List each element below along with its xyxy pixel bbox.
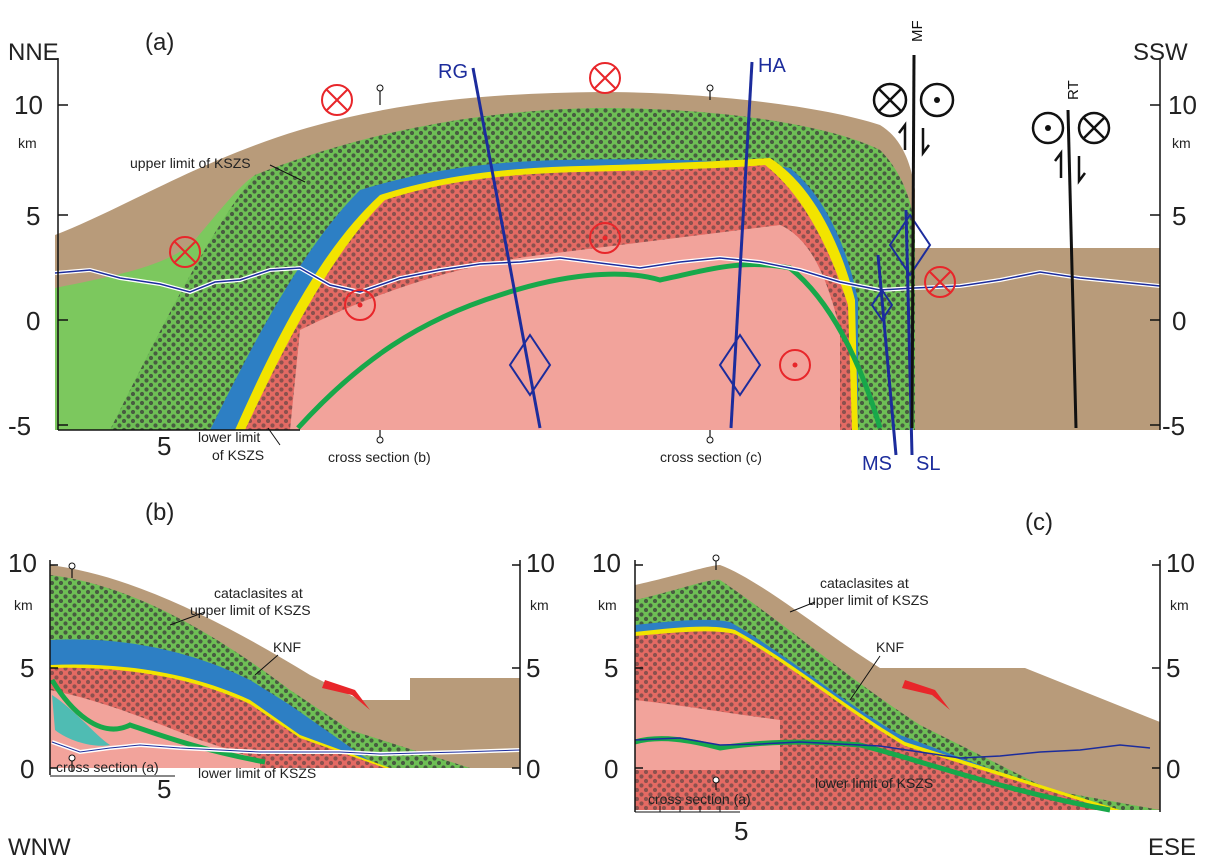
- dir-nne: NNE: [8, 39, 59, 66]
- a-ytick-5-right: 5: [1172, 201, 1186, 231]
- b-teal-zone: [52, 695, 110, 746]
- fault-rg: [471, 67, 542, 429]
- panel-a: NNE SSW (a) 10 km 5 0 -5 10 km 5 0 -5 5 …: [8, 20, 1197, 475]
- a-ytick-10-right: 10: [1168, 90, 1197, 120]
- rt-into-page-icon: [1077, 111, 1111, 145]
- b-ytick-0-right: 0: [526, 754, 540, 784]
- c-ytick-5-left: 5: [604, 653, 618, 683]
- mf-into-page-icon: [872, 82, 908, 118]
- fault-label-mf: MF: [909, 20, 926, 42]
- red-out-of-page-icon-2: [589, 222, 621, 254]
- c-ytick-0-left: 0: [604, 754, 618, 784]
- b-ytick-5-right: 5: [526, 653, 540, 683]
- a-ytick-0-left: 0: [26, 306, 40, 336]
- fault-ms: [876, 254, 898, 456]
- a-unit-left: km: [18, 135, 37, 151]
- mf-out-of-page-icon: [919, 82, 955, 118]
- c-topo-line: [634, 737, 1151, 759]
- red-into-page-icon-2: [589, 62, 621, 94]
- c-xtick-5: 5: [734, 816, 748, 846]
- panel-a-label: (a): [145, 29, 174, 56]
- fault-label-ms: MS: [862, 453, 892, 475]
- rt-shear-arrows-icon: [1054, 149, 1086, 185]
- a-ytick-10-left: 10: [14, 90, 43, 120]
- c-cross-section-marker: [712, 776, 720, 790]
- a-unit-right: km: [1172, 135, 1191, 151]
- red-into-page-icon-1: [321, 84, 353, 116]
- rt-out-of-page-icon: [1031, 111, 1065, 145]
- surface-pin-1: [376, 84, 384, 105]
- svg-text:cross section (b): cross section (b): [328, 449, 431, 465]
- b-ytick-10-left: 10: [8, 548, 37, 578]
- dir-ese: ESE: [1148, 834, 1196, 861]
- b-ytick-0-left: 0: [20, 754, 34, 784]
- fault-label-sl: SL: [916, 453, 940, 475]
- b-cataclasites-2: upper limit of KSZS: [190, 602, 311, 618]
- panel-b: (b) 10 km 5 0 10 km 5 0 5 cataclasites a…: [8, 499, 555, 861]
- c-unit-right: km: [1170, 597, 1189, 613]
- lower-limit-label-2: of KSZS: [212, 447, 264, 463]
- upper-limit-label: upper limit of KSZS: [130, 155, 251, 171]
- c-ytick-0-right: 0: [1166, 754, 1180, 784]
- mf-shear-arrows-icon: [898, 121, 930, 157]
- panel-c: (c) 10 km 5 0 10 km 5 0 5 cataclasites a…: [592, 509, 1196, 861]
- b-lower-limit: lower limit of KSZS: [198, 765, 316, 781]
- b-cataclasites-1: cataclasites at: [214, 585, 303, 601]
- lower-limit-label-1: lower limit: [198, 429, 260, 445]
- red-into-page-icon-3: [169, 236, 201, 268]
- b-ytick-10-right: 10: [526, 548, 555, 578]
- a-ytick-5-left: 5: [26, 201, 40, 231]
- fault-label-ha: HA: [758, 55, 786, 77]
- panel-c-label: (c): [1025, 509, 1053, 536]
- cross-section-b-marker: cross section (b): [328, 430, 431, 465]
- b-xtick-5: 5: [157, 774, 171, 804]
- c-ytick-5-right: 5: [1166, 653, 1180, 683]
- c-slip-arrow-icon: [902, 680, 950, 710]
- b-ytick-5-left: 5: [20, 653, 34, 683]
- c-ytick-10-right: 10: [1166, 548, 1195, 578]
- b-slip-arrow-icon: [322, 680, 370, 710]
- red-out-of-page-icon-1: [344, 289, 376, 321]
- a-xtick-5: 5: [157, 431, 171, 461]
- cross-section-c-marker: cross section (c): [660, 430, 762, 465]
- b-unit-right: km: [530, 597, 549, 613]
- b-knf: KNF: [273, 639, 301, 655]
- b-cross-section-a: cross section (a): [56, 759, 159, 775]
- b-unit-left: km: [14, 597, 33, 613]
- svg-text:cross section (c): cross section (c): [660, 449, 762, 465]
- panel-b-label: (b): [145, 499, 174, 526]
- a-ytick-m5-left: -5: [8, 411, 31, 441]
- red-out-of-page-icon-3: [779, 349, 811, 381]
- c-cross-section-a: cross section (a): [648, 791, 751, 807]
- dir-wnw: WNW: [8, 834, 71, 861]
- c-cataclasites-2: upper limit of KSZS: [808, 592, 929, 608]
- pink-core: [290, 225, 840, 430]
- c-surface-pin: [712, 554, 720, 570]
- fault-ha: [729, 61, 754, 429]
- a-ytick-m5-right: -5: [1162, 411, 1185, 441]
- b-cross-section-marker: [68, 754, 76, 772]
- ksz-lower-limit-line: [296, 262, 883, 430]
- diamond-rg: [508, 333, 552, 397]
- fault-label-rt: RT: [1065, 80, 1082, 100]
- c-lower-limit: lower limit of KSZS: [815, 775, 933, 791]
- c-cataclasites-1: cataclasites at: [820, 575, 909, 591]
- surface-pin-2: [706, 84, 714, 100]
- c-pink-zone: [635, 700, 780, 770]
- diamond-sl: [888, 213, 932, 277]
- dir-ssw: SSW: [1133, 39, 1188, 66]
- a-ytick-0-right: 0: [1172, 306, 1186, 336]
- c-unit-left: km: [598, 597, 617, 613]
- c-knf: KNF: [876, 639, 904, 655]
- b-surface-pin: [68, 562, 76, 578]
- c-ytick-10-left: 10: [592, 548, 621, 578]
- diamond-ms: [870, 288, 894, 322]
- red-into-page-icon-4: [924, 266, 956, 298]
- fault-rt: [1066, 109, 1078, 429]
- fault-mf: [910, 54, 916, 429]
- fault-label-rg: RG: [438, 61, 468, 83]
- diamond-ha: [718, 333, 762, 397]
